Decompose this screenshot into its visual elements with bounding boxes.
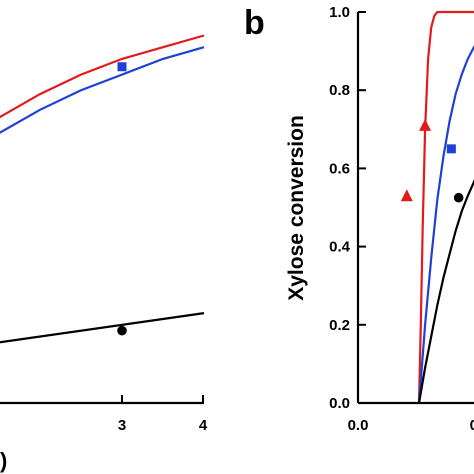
panel-b-black-model-curve: [417, 179, 474, 404]
panel-b-curves: [417, 10, 474, 404]
panel-b-red-data-point: [400, 189, 413, 202]
panel-b-y-tick-label: 0.2: [329, 317, 350, 334]
panel-a-points: [117, 62, 127, 336]
panel-b-y-tick-label: 1.0: [329, 4, 350, 21]
panel-a-blue-data-point: [117, 62, 127, 72]
panel-b-letter: b: [244, 4, 265, 42]
panel-b-x-ticks: 0.0 0.2: [348, 395, 474, 434]
panel-b-x-tick-label: 0.2: [470, 417, 474, 434]
panel-a-black-model-curve: [0, 312, 205, 344]
panel-b-y-ticks: 0.0 0.2 0.4 0.6 0.8 1.0: [329, 4, 366, 412]
panel-b-points: [400, 118, 464, 203]
panel-a-x-tick-label: 3: [118, 417, 126, 434]
panel-b-red-model-curve: [417, 10, 474, 404]
panel-a-curves: [0, 34, 205, 344]
panel-a-black-data-point: [117, 325, 127, 336]
panel-b: b 0.0 0.2 0.4 0.6 0.8 1.0 0.0 0.2 Xylose conve…: [244, 4, 474, 434]
panel-b-black-data-point: [453, 192, 464, 203]
panel-b-blue-model-curve: [417, 45, 474, 404]
panel-a-x-partial-label: ): [0, 448, 7, 473]
panel-b-y-tick-label: 0.4: [329, 239, 351, 256]
panel-b-blue-data-point: [446, 144, 456, 154]
panel-b-red-data-point: [419, 118, 432, 131]
panel-b-y-tick-label: 0.6: [329, 160, 350, 177]
panel-b-y-tick-label: 0.8: [329, 82, 350, 99]
panel-a-red-model-curve: [0, 34, 205, 119]
panel-b-y-tick-label: 0.0: [329, 395, 350, 412]
panel-a-x-tick-label: 4: [199, 417, 208, 434]
panel-a-blue-model-curve: [0, 46, 205, 134]
panel-b-y-axis-title: Xylose conversion: [285, 115, 308, 301]
panel-b-x-tick-label: 0.0: [348, 417, 369, 434]
